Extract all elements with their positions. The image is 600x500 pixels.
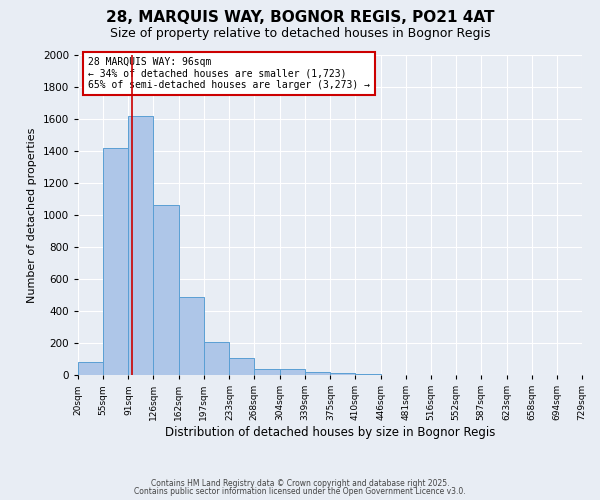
Bar	[78, 362, 103, 375]
Bar	[103, 148, 128, 375]
Bar	[154, 206, 179, 375]
Bar	[305, 372, 331, 375]
X-axis label: Distribution of detached houses by size in Bognor Regis: Distribution of detached houses by size …	[165, 426, 495, 439]
Bar	[331, 372, 355, 375]
Bar	[204, 342, 229, 375]
Text: Contains HM Land Registry data © Crown copyright and database right 2025.: Contains HM Land Registry data © Crown c…	[151, 478, 449, 488]
Y-axis label: Number of detached properties: Number of detached properties	[27, 128, 37, 302]
Text: 28 MARQUIS WAY: 96sqm
← 34% of detached houses are smaller (1,723)
65% of semi-d: 28 MARQUIS WAY: 96sqm ← 34% of detached …	[88, 56, 370, 90]
Bar	[254, 368, 280, 375]
Text: 28, MARQUIS WAY, BOGNOR REGIS, PO21 4AT: 28, MARQUIS WAY, BOGNOR REGIS, PO21 4AT	[106, 10, 494, 25]
Bar	[280, 368, 305, 375]
Bar	[179, 296, 204, 375]
Bar	[229, 358, 254, 375]
Text: Size of property relative to detached houses in Bognor Regis: Size of property relative to detached ho…	[110, 28, 490, 40]
Bar	[128, 116, 154, 375]
Bar	[355, 374, 381, 375]
Text: Contains public sector information licensed under the Open Government Licence v3: Contains public sector information licen…	[134, 487, 466, 496]
